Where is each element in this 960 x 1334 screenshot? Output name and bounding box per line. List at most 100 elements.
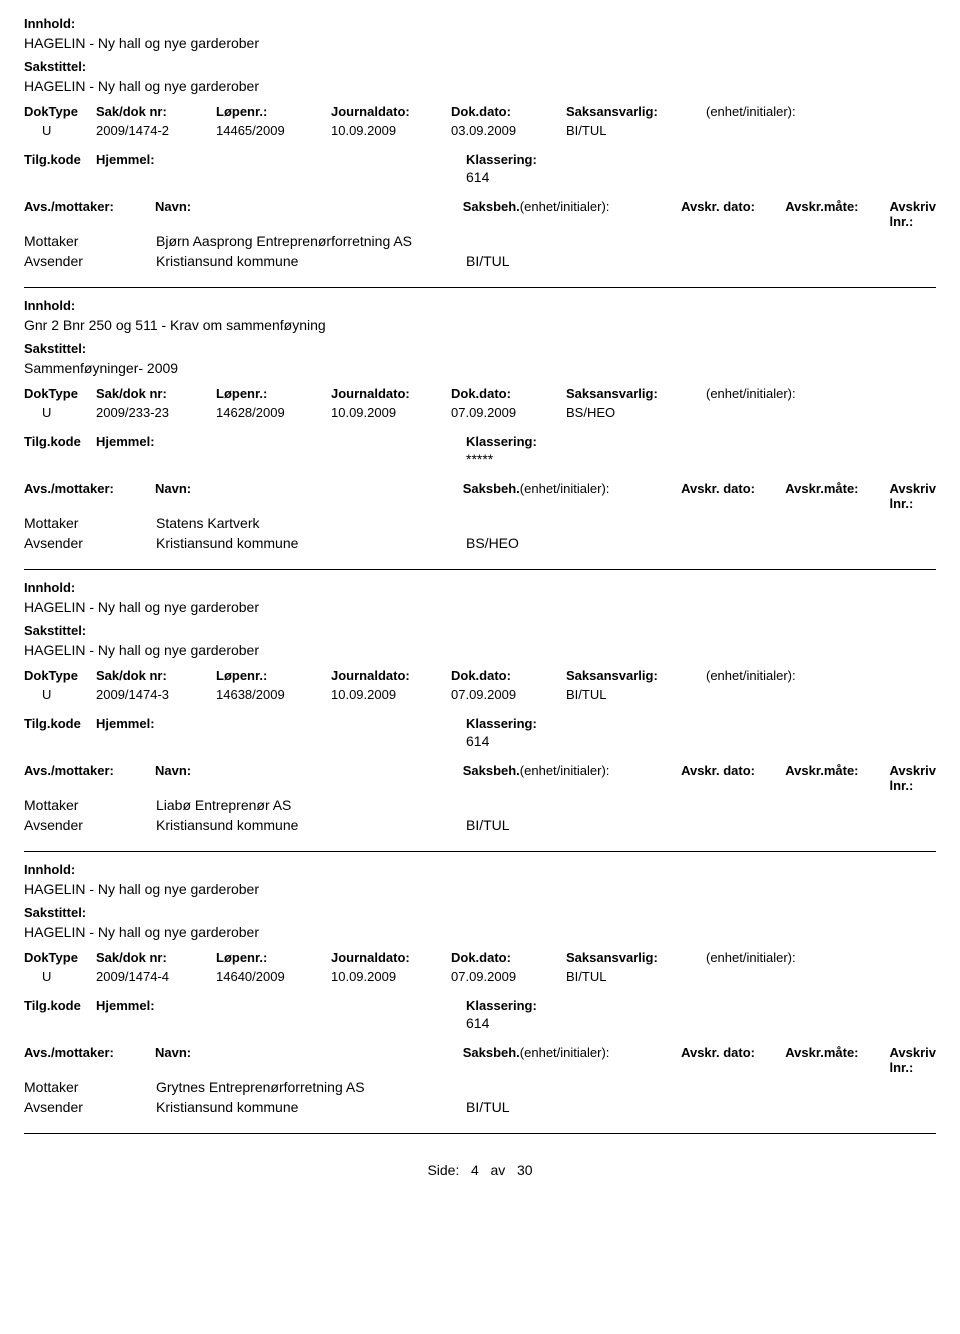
- saksansvarlig-value: BS/HEO: [566, 405, 706, 420]
- enhet-value: [706, 969, 936, 984]
- party-row: Mottaker Bjørn Aasprong Entreprenørforre…: [24, 233, 936, 249]
- meta-value-row: U 2009/1474-3 14638/2009 10.09.2009 07.0…: [24, 687, 936, 702]
- dokdato-value: 07.09.2009: [451, 687, 566, 702]
- lopenr-label: Løpenr.:: [216, 950, 331, 965]
- party-name: Kristiansund kommune: [156, 817, 466, 833]
- hjemmel-label: Hjemmel:: [96, 716, 466, 731]
- sakdok-label: Sak/dok nr:: [96, 386, 216, 401]
- lopenr-value: 14638/2009: [216, 687, 331, 702]
- doktype-value: U: [24, 687, 96, 702]
- lopenr-value: 14640/2009: [216, 969, 331, 984]
- tilg-row: Tilg.kode Hjemmel: Klassering:: [24, 716, 936, 731]
- avskrmate-label: Avskr.måte:: [785, 763, 889, 793]
- tilg-row: Tilg.kode Hjemmel: Klassering:: [24, 434, 936, 449]
- lopenr-label: Løpenr.:: [216, 668, 331, 683]
- tilg-row: Tilg.kode Hjemmel: Klassering:: [24, 152, 936, 167]
- journaldato-value: 10.09.2009: [331, 405, 451, 420]
- enhet-label: (enhet/initialer):: [706, 386, 936, 401]
- dokdato-label: Dok.dato:: [451, 668, 566, 683]
- sakstittel-value: HAGELIN - Ny hall og nye garderober: [24, 924, 936, 940]
- party-role: Avsender: [24, 535, 156, 551]
- avskrdato-label: Avskr. dato:: [681, 763, 785, 793]
- tilgkode-label: Tilg.kode: [24, 152, 96, 167]
- klassering-value: 614: [466, 733, 936, 749]
- avskrivlnr-label: Avskriv lnr.:: [890, 763, 937, 793]
- journal-record: Innhold: HAGELIN - Ny hall og nye garder…: [24, 862, 936, 1134]
- navn-label: Navn:: [155, 763, 463, 793]
- doktype-value: U: [24, 969, 96, 984]
- sakstittel-value: Sammenføyninger- 2009: [24, 360, 936, 376]
- klassering-value: 614: [466, 169, 936, 185]
- party-saksbeh: [466, 797, 686, 813]
- sakdok-value: 2009/233-23: [96, 405, 216, 420]
- journal-record: Innhold: Gnr 2 Bnr 250 og 511 - Krav om …: [24, 298, 936, 570]
- meta-header-row: DokType Sak/dok nr: Løpenr.: Journaldato…: [24, 668, 936, 683]
- dokdato-value: 07.09.2009: [451, 405, 566, 420]
- saksansvarlig-value: BI/TUL: [566, 123, 706, 138]
- journal-record: Innhold: HAGELIN - Ny hall og nye garder…: [24, 580, 936, 852]
- lopenr-value: 14465/2009: [216, 123, 331, 138]
- innhold-value: HAGELIN - Ny hall og nye garderober: [24, 881, 936, 897]
- avsmottaker-label: Avs./mottaker:: [24, 481, 155, 511]
- dokdato-label: Dok.dato:: [451, 950, 566, 965]
- lopenr-value: 14628/2009: [216, 405, 331, 420]
- meta-value-row: U 2009/1474-4 14640/2009 10.09.2009 07.0…: [24, 969, 936, 984]
- avskrmate-label: Avskr.måte:: [785, 481, 889, 511]
- dokdato-label: Dok.dato:: [451, 386, 566, 401]
- journal-record: Innhold: HAGELIN - Ny hall og nye garder…: [24, 16, 936, 288]
- party-saksbeh: [466, 1079, 686, 1095]
- tilgkode-label: Tilg.kode: [24, 716, 96, 731]
- innhold-label: Innhold:: [24, 16, 936, 31]
- footer-page: 4: [471, 1162, 479, 1178]
- sakdok-value: 2009/1474-4: [96, 969, 216, 984]
- party-saksbeh: [466, 515, 686, 531]
- journaldato-label: Journaldato:: [331, 104, 451, 119]
- klassering-label: Klassering:: [466, 434, 537, 449]
- journaldato-label: Journaldato:: [331, 386, 451, 401]
- tilgkode-label: Tilg.kode: [24, 998, 96, 1013]
- avskrmate-label: Avskr.måte:: [785, 199, 889, 229]
- sakstittel-label: Sakstittel:: [24, 59, 936, 74]
- sakstittel-label: Sakstittel:: [24, 341, 936, 356]
- party-role: Avsender: [24, 253, 156, 269]
- party-role: Avsender: [24, 817, 156, 833]
- avskrivlnr-label: Avskriv lnr.:: [890, 1045, 937, 1075]
- klassering-value: 614: [466, 1015, 936, 1031]
- avsmottaker-label: Avs./mottaker:: [24, 763, 155, 793]
- navn-label: Navn:: [155, 1045, 463, 1075]
- innhold-label: Innhold:: [24, 298, 936, 313]
- tilg-row: Tilg.kode Hjemmel: Klassering:: [24, 998, 936, 1013]
- records-container: Innhold: HAGELIN - Ny hall og nye garder…: [24, 16, 936, 1134]
- party-role: Mottaker: [24, 1079, 156, 1095]
- party-row: Avsender Kristiansund kommune BS/HEO: [24, 535, 936, 551]
- navn-label: Navn:: [155, 481, 463, 511]
- party-name: Grytnes Entreprenørforretning AS: [156, 1079, 466, 1095]
- enhet-value: [706, 687, 936, 702]
- avsmottaker-label: Avs./mottaker:: [24, 199, 155, 229]
- klassering-value: *****: [466, 451, 936, 467]
- party-name: Liabø Entreprenør AS: [156, 797, 466, 813]
- journaldato-value: 10.09.2009: [331, 687, 451, 702]
- party-role: Avsender: [24, 1099, 156, 1115]
- footer-total: 30: [517, 1162, 533, 1178]
- dokdato-value: 03.09.2009: [451, 123, 566, 138]
- enhet-value: [706, 405, 936, 420]
- party-role: Mottaker: [24, 515, 156, 531]
- lopenr-label: Løpenr.:: [216, 104, 331, 119]
- doktype-value: U: [24, 405, 96, 420]
- party-saksbeh: BI/TUL: [466, 1099, 686, 1115]
- dokdato-value: 07.09.2009: [451, 969, 566, 984]
- party-role: Mottaker: [24, 797, 156, 813]
- party-row: Avsender Kristiansund kommune BI/TUL: [24, 1099, 936, 1115]
- enhet-value: [706, 123, 936, 138]
- lopenr-label: Løpenr.:: [216, 386, 331, 401]
- meta-value-row: U 2009/233-23 14628/2009 10.09.2009 07.0…: [24, 405, 936, 420]
- party-header-row: Avs./mottaker: Navn: Saksbeh.(enhet/init…: [24, 1045, 936, 1075]
- innhold-value: HAGELIN - Ny hall og nye garderober: [24, 35, 936, 51]
- meta-header-row: DokType Sak/dok nr: Løpenr.: Journaldato…: [24, 104, 936, 119]
- enhet-label: (enhet/initialer):: [706, 104, 936, 119]
- party-row: Avsender Kristiansund kommune BI/TUL: [24, 817, 936, 833]
- journaldato-label: Journaldato:: [331, 950, 451, 965]
- meta-value-row: U 2009/1474-2 14465/2009 10.09.2009 03.0…: [24, 123, 936, 138]
- party-saksbeh: BS/HEO: [466, 535, 686, 551]
